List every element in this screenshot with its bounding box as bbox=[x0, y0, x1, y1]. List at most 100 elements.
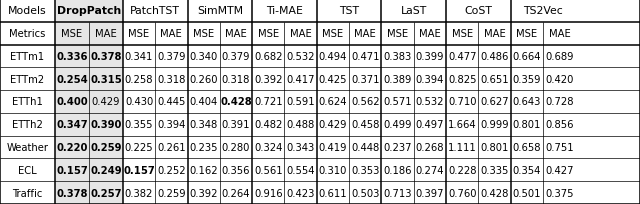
Text: 0.336: 0.336 bbox=[56, 52, 88, 62]
Text: MAE: MAE bbox=[290, 29, 312, 39]
Text: 0.499: 0.499 bbox=[383, 120, 412, 130]
Text: 0.425: 0.425 bbox=[319, 74, 348, 84]
Text: 0.259: 0.259 bbox=[90, 142, 122, 152]
Text: MSE: MSE bbox=[61, 29, 83, 39]
Text: 0.801: 0.801 bbox=[513, 120, 541, 130]
Text: 0.477: 0.477 bbox=[448, 52, 477, 62]
Text: 0.249: 0.249 bbox=[90, 165, 122, 175]
Text: 0.397: 0.397 bbox=[415, 188, 444, 198]
Text: MAE: MAE bbox=[161, 29, 182, 39]
Text: 0.751: 0.751 bbox=[545, 142, 574, 152]
Text: 0.494: 0.494 bbox=[319, 52, 347, 62]
Text: ETTm2: ETTm2 bbox=[10, 74, 45, 84]
Text: 0.383: 0.383 bbox=[383, 52, 412, 62]
Text: 0.315: 0.315 bbox=[90, 74, 122, 84]
Text: 0.162: 0.162 bbox=[189, 165, 218, 175]
Text: MAE: MAE bbox=[419, 29, 441, 39]
Text: 0.554: 0.554 bbox=[286, 165, 315, 175]
Text: 0.471: 0.471 bbox=[351, 52, 380, 62]
Text: 0.157: 0.157 bbox=[123, 165, 155, 175]
Text: 0.268: 0.268 bbox=[415, 142, 444, 152]
Text: 0.252: 0.252 bbox=[157, 165, 186, 175]
Text: 0.348: 0.348 bbox=[189, 120, 218, 130]
Text: ETTm1: ETTm1 bbox=[10, 52, 45, 62]
Text: MAE: MAE bbox=[355, 29, 376, 39]
Text: 0.318: 0.318 bbox=[222, 74, 250, 84]
Text: MSE: MSE bbox=[452, 29, 473, 39]
Text: MSE: MSE bbox=[323, 29, 344, 39]
Text: 0.710: 0.710 bbox=[448, 97, 477, 107]
Text: 1.664: 1.664 bbox=[448, 120, 477, 130]
Text: 0.404: 0.404 bbox=[189, 97, 218, 107]
Text: 0.643: 0.643 bbox=[513, 97, 541, 107]
Text: 0.571: 0.571 bbox=[383, 97, 412, 107]
Text: 0.379: 0.379 bbox=[221, 52, 250, 62]
Text: 0.257: 0.257 bbox=[90, 188, 122, 198]
Text: 0.689: 0.689 bbox=[545, 52, 574, 62]
Text: 0.486: 0.486 bbox=[481, 52, 509, 62]
Text: 0.399: 0.399 bbox=[415, 52, 444, 62]
Text: 0.260: 0.260 bbox=[189, 74, 218, 84]
Text: MAE: MAE bbox=[225, 29, 247, 39]
Text: 0.389: 0.389 bbox=[383, 74, 412, 84]
Text: CoST: CoST bbox=[465, 6, 492, 16]
Text: ETTh2: ETTh2 bbox=[12, 120, 43, 130]
Text: 0.721: 0.721 bbox=[254, 97, 283, 107]
Text: 0.340: 0.340 bbox=[189, 52, 218, 62]
Text: 0.318: 0.318 bbox=[157, 74, 186, 84]
Text: 0.420: 0.420 bbox=[545, 74, 574, 84]
Text: 0.237: 0.237 bbox=[383, 142, 412, 152]
Text: 0.916: 0.916 bbox=[254, 188, 283, 198]
Text: 0.760: 0.760 bbox=[448, 188, 477, 198]
Bar bbox=[55, 0, 123, 204]
Text: MSE: MSE bbox=[387, 29, 408, 39]
Text: 0.379: 0.379 bbox=[157, 52, 186, 62]
Text: 0.359: 0.359 bbox=[513, 74, 541, 84]
Text: 0.482: 0.482 bbox=[254, 120, 282, 130]
Text: 0.429: 0.429 bbox=[319, 120, 348, 130]
Text: 0.280: 0.280 bbox=[222, 142, 250, 152]
Text: 0.999: 0.999 bbox=[480, 120, 509, 130]
Text: 0.611: 0.611 bbox=[319, 188, 348, 198]
Text: MSE: MSE bbox=[258, 29, 279, 39]
Text: 0.261: 0.261 bbox=[157, 142, 186, 152]
Text: 0.375: 0.375 bbox=[545, 188, 574, 198]
Text: 0.429: 0.429 bbox=[92, 97, 120, 107]
Text: 0.591: 0.591 bbox=[286, 97, 315, 107]
Text: DropPatch: DropPatch bbox=[57, 6, 121, 16]
Text: 0.392: 0.392 bbox=[189, 188, 218, 198]
Text: 0.532: 0.532 bbox=[415, 97, 444, 107]
Text: 0.356: 0.356 bbox=[221, 165, 250, 175]
Text: 0.825: 0.825 bbox=[448, 74, 477, 84]
Text: 0.428: 0.428 bbox=[481, 188, 509, 198]
Text: 0.417: 0.417 bbox=[286, 74, 315, 84]
Text: 0.235: 0.235 bbox=[189, 142, 218, 152]
Text: Models: Models bbox=[8, 6, 47, 16]
Text: 1.111: 1.111 bbox=[448, 142, 477, 152]
Text: MSE: MSE bbox=[193, 29, 214, 39]
Text: 0.400: 0.400 bbox=[56, 97, 88, 107]
Text: MSE: MSE bbox=[516, 29, 538, 39]
Text: 0.664: 0.664 bbox=[513, 52, 541, 62]
Text: LaST: LaST bbox=[401, 6, 427, 16]
Text: 0.394: 0.394 bbox=[157, 120, 186, 130]
Text: MAE: MAE bbox=[484, 29, 506, 39]
Text: 0.488: 0.488 bbox=[287, 120, 315, 130]
Text: 0.355: 0.355 bbox=[125, 120, 154, 130]
Text: 0.561: 0.561 bbox=[254, 165, 283, 175]
Text: 0.220: 0.220 bbox=[56, 142, 88, 152]
Text: Weather: Weather bbox=[6, 142, 49, 152]
Text: SimMTM: SimMTM bbox=[196, 6, 243, 16]
Text: 0.427: 0.427 bbox=[545, 165, 574, 175]
Text: 0.371: 0.371 bbox=[351, 74, 380, 84]
Text: 0.445: 0.445 bbox=[157, 97, 186, 107]
Text: 0.627: 0.627 bbox=[480, 97, 509, 107]
Text: MAE: MAE bbox=[549, 29, 570, 39]
Text: 0.501: 0.501 bbox=[513, 188, 541, 198]
Text: 0.254: 0.254 bbox=[56, 74, 88, 84]
Text: 0.503: 0.503 bbox=[351, 188, 380, 198]
Text: 0.419: 0.419 bbox=[319, 142, 348, 152]
Text: 0.430: 0.430 bbox=[125, 97, 153, 107]
Text: 0.341: 0.341 bbox=[125, 52, 153, 62]
Text: 0.353: 0.353 bbox=[351, 165, 380, 175]
